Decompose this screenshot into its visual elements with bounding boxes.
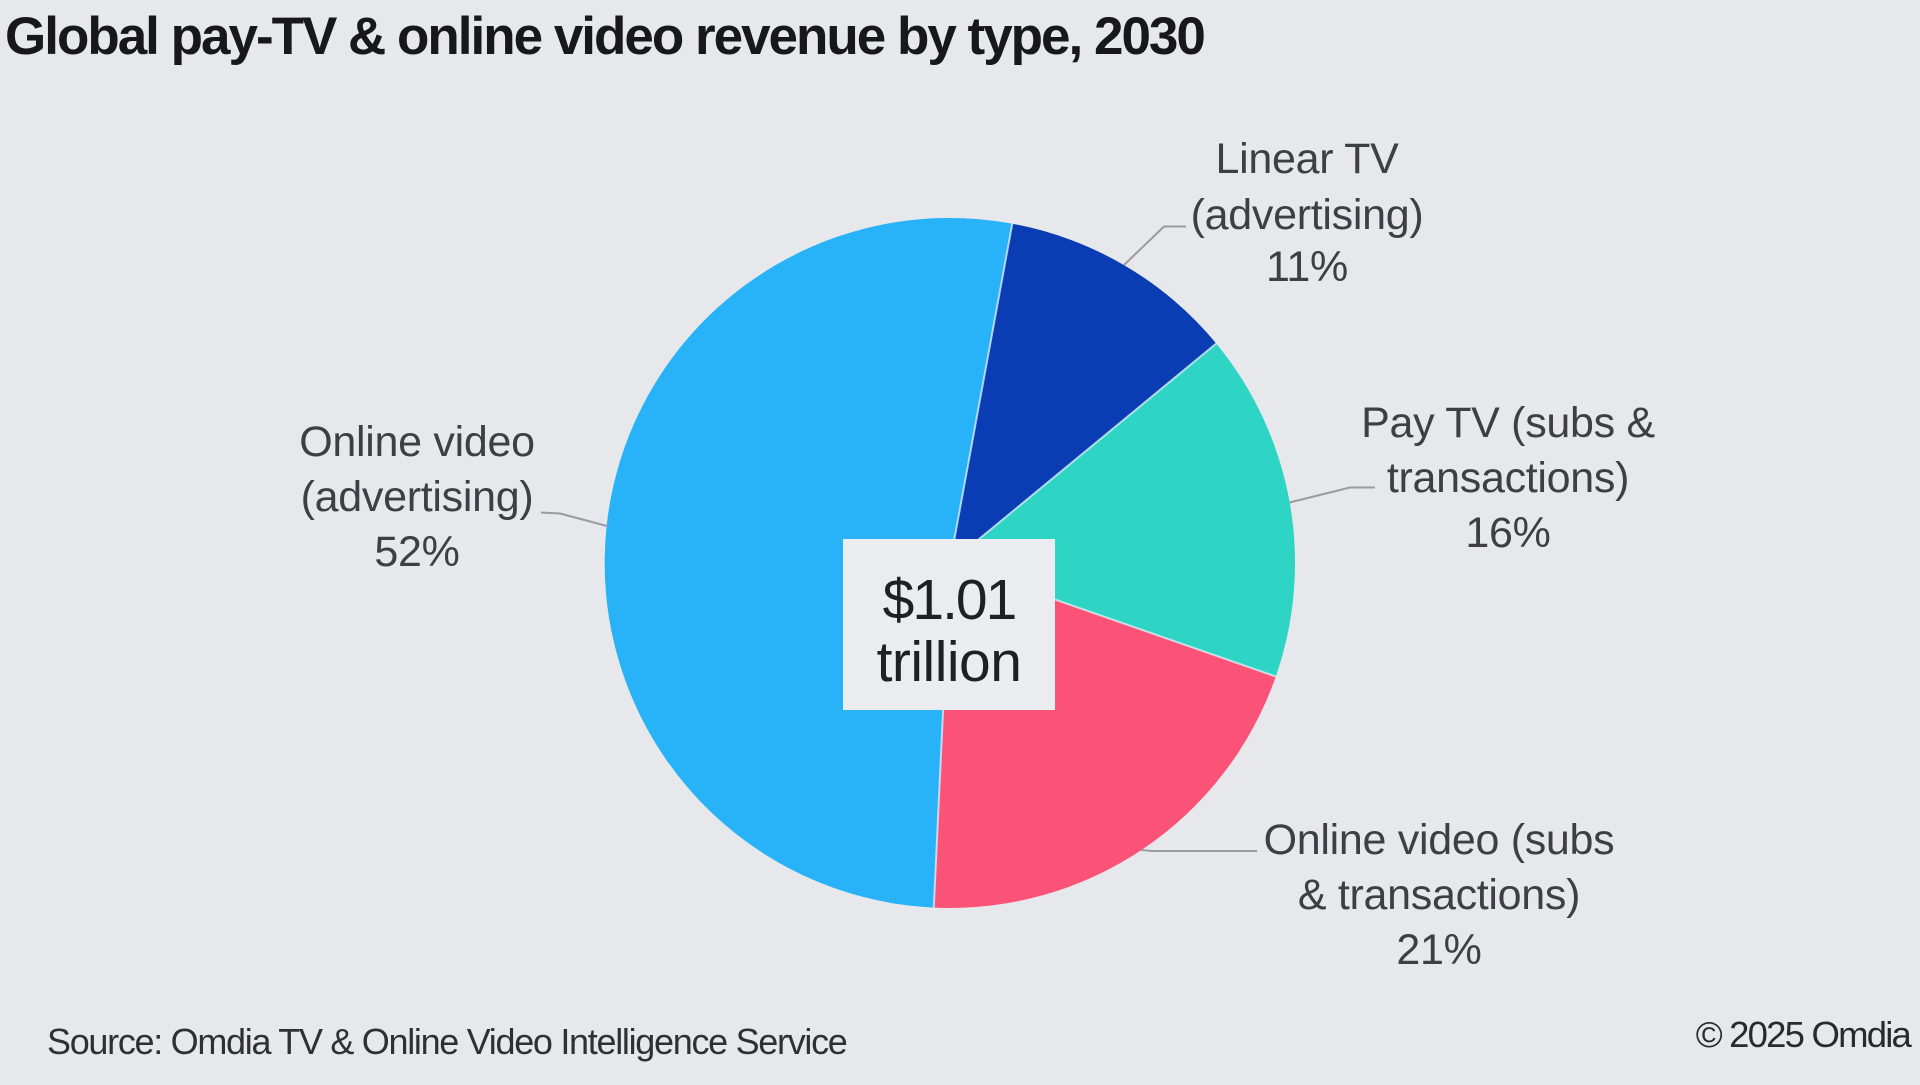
svg-text:(advertising): (advertising) <box>1191 191 1424 239</box>
svg-text:Global pay-TV & online video r: Global pay-TV & online video revenue by … <box>5 7 1204 66</box>
svg-text:11%: 11% <box>1266 243 1348 291</box>
svg-text:Online video: Online video <box>299 418 534 466</box>
svg-text:transactions): transactions) <box>1387 454 1629 502</box>
svg-text:Online video (subs: Online video (subs <box>1264 816 1615 864</box>
svg-text:Linear TV: Linear TV <box>1216 135 1400 183</box>
svg-text:16%: 16% <box>1465 509 1550 557</box>
svg-text:trillion: trillion <box>877 630 1022 694</box>
svg-text:21%: 21% <box>1396 926 1481 974</box>
svg-text:$1.01: $1.01 <box>883 568 1016 632</box>
svg-text:(advertising): (advertising) <box>301 473 534 521</box>
svg-text:Source: Omdia TV & Online Vide: Source: Omdia TV & Online Video Intellig… <box>47 1021 847 1062</box>
svg-text:© 2025 Omdia: © 2025 Omdia <box>1696 1014 1913 1055</box>
svg-text:Pay TV (subs &: Pay TV (subs & <box>1361 399 1655 447</box>
svg-text:52%: 52% <box>374 528 459 576</box>
svg-text:& transactions): & transactions) <box>1298 871 1580 919</box>
